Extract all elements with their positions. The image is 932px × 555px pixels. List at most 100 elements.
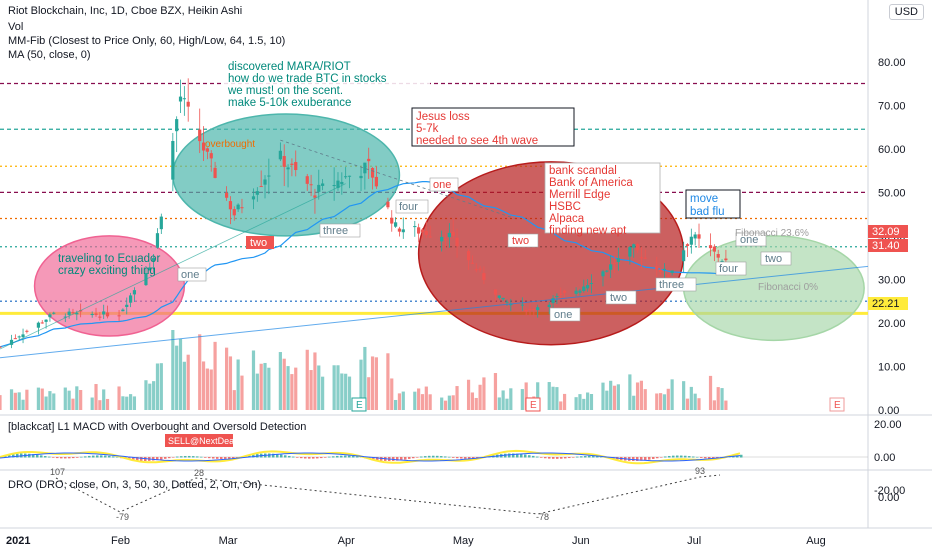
macd-hist-bar <box>712 457 715 459</box>
candle-body <box>186 101 190 107</box>
currency-button[interactable]: USD <box>888 4 924 20</box>
wave-box-two-b <box>507 233 539 248</box>
candle-body <box>616 258 620 262</box>
macd-hist-bar <box>420 456 423 458</box>
candle-body <box>493 289 498 295</box>
macd-hist-bar <box>184 455 187 458</box>
macd-hist-bar <box>648 457 651 460</box>
dro-title: DRO (DRO, close, On, 3, 50, 30, Dotted, … <box>8 479 261 491</box>
candle-body <box>263 179 267 185</box>
volume-bar <box>370 356 375 410</box>
annotation-bank[interactable]: bank scandal Bank of America Merrill Edg… <box>544 162 661 237</box>
macd-hist-bar <box>304 457 307 459</box>
event-markers[interactable]: E E E <box>351 397 845 412</box>
wave-box-three-b <box>655 277 697 292</box>
volume-bar <box>578 394 582 410</box>
macd-hist-bar <box>324 457 327 458</box>
macd-hist-bar <box>576 456 579 458</box>
macd-hist-bar <box>372 457 375 460</box>
candle-body <box>336 180 340 188</box>
candle-body <box>370 168 375 178</box>
macd-hist-bar <box>292 456 295 458</box>
annotation-jesus[interactable]: Jesus loss 5-7k needed to see 4th wave <box>411 107 575 147</box>
candle-body <box>48 314 52 318</box>
event-marker-1[interactable] <box>351 397 367 412</box>
macd-hist-bar <box>528 455 531 458</box>
ma-legend[interactable]: MA (50, close, 0) <box>8 49 91 61</box>
volume-bar <box>551 386 555 410</box>
candle-body <box>428 236 432 238</box>
volume-bar <box>574 397 578 410</box>
macd-hist-bar <box>344 455 347 458</box>
macd-hist-bar <box>64 457 67 459</box>
macd-hist-bar <box>36 454 39 458</box>
macd-hist-bar <box>396 457 399 461</box>
macd-hist-bar <box>8 454 11 458</box>
ecuador-line-2: crazy exciting thing <box>58 265 156 277</box>
volume-bar <box>697 398 701 410</box>
volume-bar <box>67 390 71 410</box>
macd-hist-bar <box>96 455 99 458</box>
candle-body <box>397 228 402 232</box>
annotation-flu[interactable]: move bad flu <box>685 189 741 219</box>
macd-hist-bar <box>696 456 699 458</box>
volume-bar <box>213 341 217 410</box>
macd-hist-bar <box>32 454 35 458</box>
volume-bar <box>178 338 183 410</box>
annotation-ecuador[interactable]: traveling to Ecuador crazy exciting thin… <box>58 253 160 277</box>
volume-bar <box>340 373 344 410</box>
volume-bar <box>451 395 455 410</box>
macd-hist-bar <box>672 455 675 458</box>
candle-body <box>470 262 475 264</box>
volume-bar <box>25 389 29 410</box>
candle-body <box>90 313 94 316</box>
last-price-box <box>868 225 908 238</box>
bank-box <box>544 162 661 234</box>
volume-bar <box>71 398 75 410</box>
candle-body <box>682 250 686 262</box>
macd-hist-bar <box>412 457 415 459</box>
support-price-label: 22.21 <box>872 298 900 310</box>
fib-bottom-label: Fibonacci 0% <box>758 282 818 293</box>
macd-hist-bar <box>432 455 435 458</box>
macd-hist-bar <box>280 454 283 458</box>
volume-legend[interactable]: Vol <box>8 21 24 33</box>
volume-bar <box>612 385 617 410</box>
volume-bar <box>559 401 563 410</box>
volume-bar <box>440 397 444 410</box>
macd-hist-bar <box>224 457 227 459</box>
candle-body <box>259 186 263 188</box>
candle-body <box>693 234 697 239</box>
x-tick-label: Jul <box>687 535 701 547</box>
chart-title[interactable]: Riot Blockchain, Inc, 1D, Cboe BZX, Heik… <box>8 5 243 17</box>
event-marker-2[interactable] <box>525 397 541 412</box>
candle-body <box>455 237 459 247</box>
candle-body <box>708 245 713 249</box>
candle-body <box>182 98 186 100</box>
macd-hist-bar <box>656 457 659 459</box>
candle-body <box>75 312 79 315</box>
candle-body <box>71 312 75 314</box>
volume-bar <box>52 393 56 410</box>
volume-bar <box>635 382 640 410</box>
candle-body <box>689 236 693 245</box>
candle-body <box>662 268 667 270</box>
macd-hist-bar <box>152 457 155 461</box>
trend-lines <box>0 139 869 359</box>
candle-body <box>589 283 594 285</box>
candle-body <box>474 269 478 271</box>
macd-hist-bar <box>668 455 671 458</box>
candle-body <box>94 313 98 315</box>
macd-hist-bar <box>72 457 75 459</box>
macd-tick-label: 0.00 <box>874 452 895 464</box>
macd-hist-bar <box>676 455 679 458</box>
annotation-discovered[interactable]: discovered MARA/RIOT how do we trade BTC… <box>224 58 430 109</box>
y-tick-label: 0.00 <box>878 405 899 417</box>
ma-price-box <box>868 239 908 252</box>
volume-bar <box>586 392 590 410</box>
event-marker-3[interactable] <box>829 397 845 412</box>
mmfib-legend[interactable]: MM-Fib (Closest to Price Only, 60, High/… <box>8 35 286 47</box>
volume-bar <box>390 378 394 410</box>
volume-bar <box>386 353 390 410</box>
